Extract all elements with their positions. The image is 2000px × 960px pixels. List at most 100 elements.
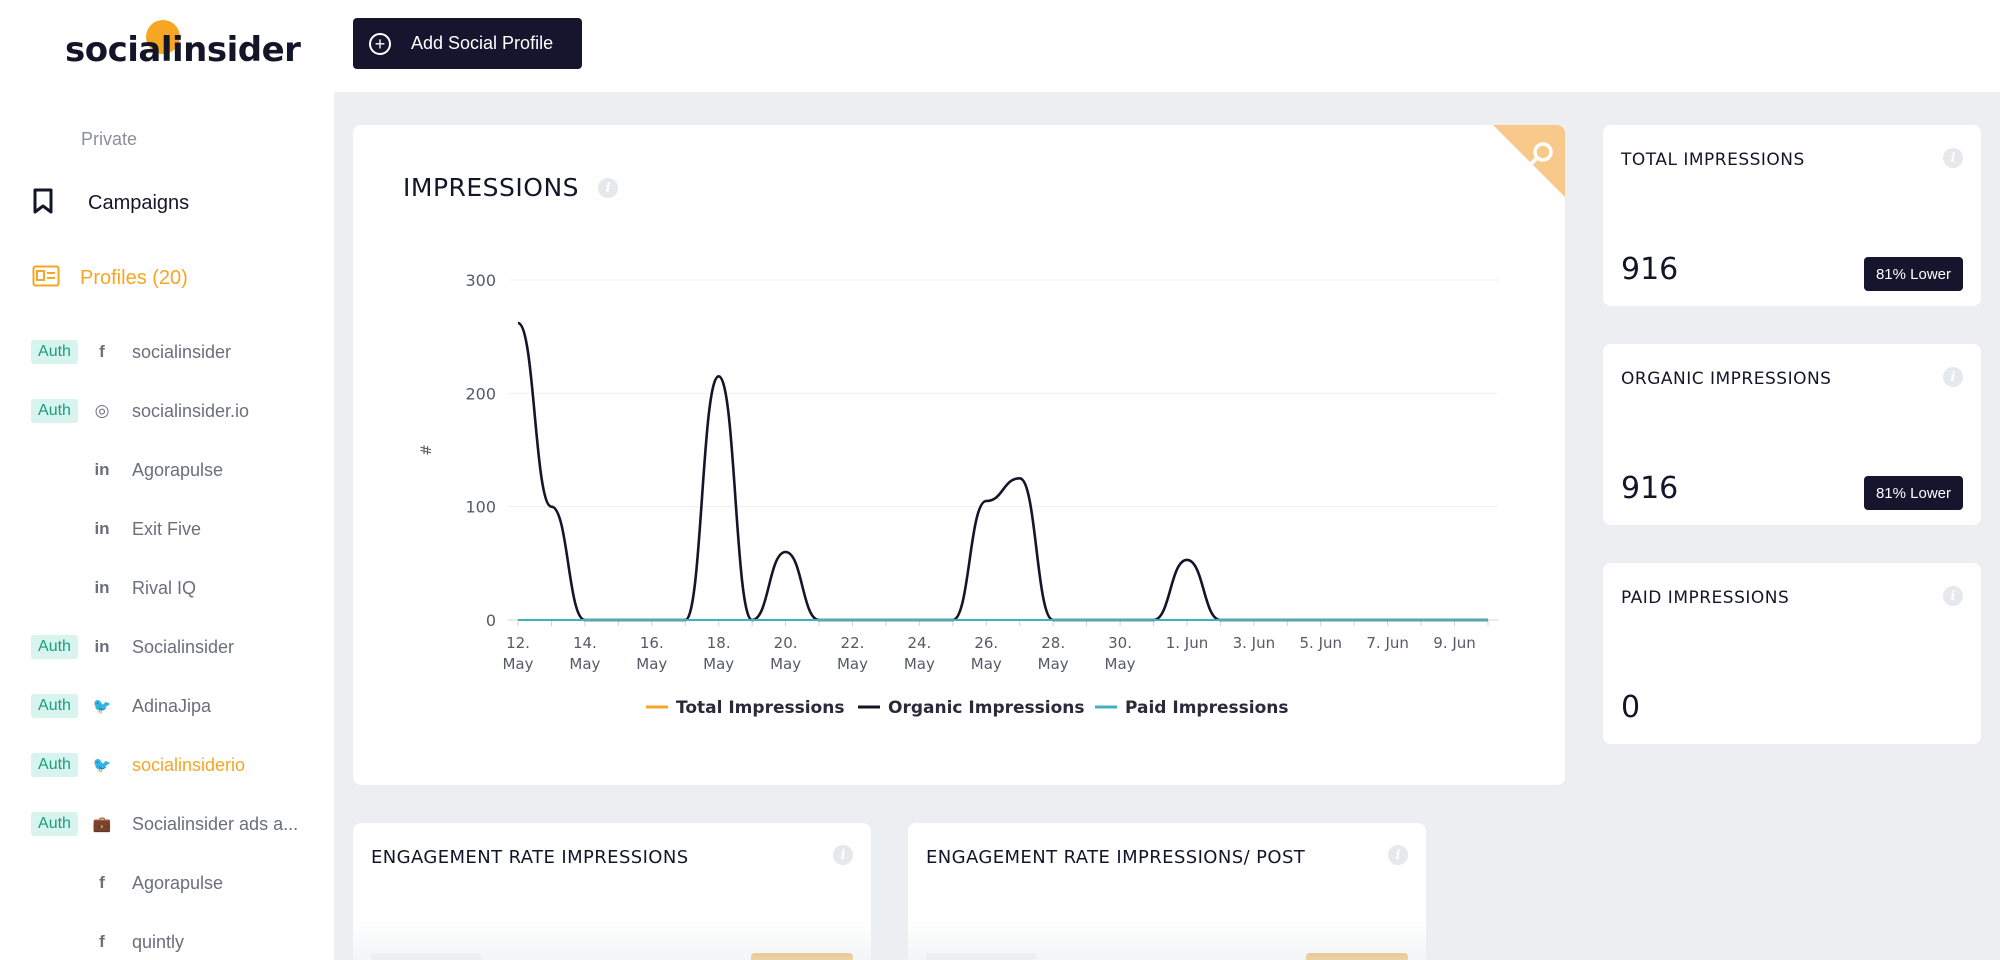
x-tick-label: 1. Jun	[1166, 634, 1209, 652]
engagement-rate-card: ENGAGEMENT RATE IMPRESSIONS i	[353, 823, 871, 960]
profile-item[interactable]: in Agorapulse	[31, 457, 321, 483]
x-tick-label: 26.	[974, 634, 998, 652]
linkedin-icon: in	[94, 460, 110, 479]
impressions-chart: 0 100 200 300 #12. May 14. May 16. May 18. May 20. Ma…	[419, 271, 1498, 718]
series-line-organic-impressions	[517, 321, 1488, 622]
comparison-badge: 81% Lower	[1863, 476, 1963, 510]
profile-name: Agorapulse	[132, 872, 224, 893]
info-icon[interactable]: i	[1388, 845, 1408, 865]
search-icon	[1529, 142, 1553, 166]
button-label: Add Social Profile	[411, 33, 554, 53]
x-tick-label: 18.	[707, 634, 731, 652]
profile-name: socialinsider.io	[132, 400, 250, 421]
add-social-profile-button[interactable]: + Add Social Profile	[353, 18, 582, 69]
legend-item[interactable]: Total Impressions	[646, 698, 844, 718]
zoom-corner-button[interactable]	[1493, 125, 1565, 197]
x-tick-label-month: May	[502, 655, 533, 673]
y-tick-label: 0	[486, 611, 496, 630]
info-icon[interactable]: i	[1943, 586, 1963, 606]
series-line-total-impressions	[517, 322, 1488, 622]
twitter-icon: 🐦	[92, 698, 112, 715]
comparison-badge: 81% Lower	[1863, 257, 1963, 291]
auth-badge: Auth	[31, 694, 78, 718]
x-tick-label: 5. Jun	[1299, 634, 1342, 652]
logo-text: socialinsider	[65, 30, 301, 70]
auth-spacer	[31, 930, 78, 954]
x-tick-label-month: May	[904, 655, 935, 673]
comparison-badge	[1306, 953, 1408, 960]
legend-label: Total Impressions	[676, 698, 844, 718]
x-tick-label: 30.	[1108, 634, 1132, 652]
sidebar-item-label: Campaigns	[88, 192, 190, 214]
stat-title: TOTAL IMPRESSIONS	[1621, 150, 1805, 170]
legend-item[interactable]: Organic Impressions	[858, 698, 1085, 718]
profile-name: Exit Five	[132, 518, 202, 539]
logo-dot	[146, 20, 180, 54]
chart-title: IMPRESSIONS	[403, 173, 580, 202]
info-icon[interactable]: i	[598, 178, 618, 198]
profile-item[interactable]: in Exit Five	[31, 516, 321, 542]
x-tick-label: 16.	[640, 634, 664, 652]
linkedin-icon: in	[94, 578, 110, 597]
paid-impressions-card: PAID IMPRESSIONS i 0	[1603, 563, 1981, 744]
twitter-icon: 🐦	[92, 757, 112, 774]
app-logo[interactable]: socialinsider	[65, 30, 301, 70]
comparison-badge	[751, 953, 853, 960]
y-tick-label: 100	[465, 498, 496, 517]
linkedin-icon: in	[94, 519, 110, 538]
engagement-rate-per-post-card: ENGAGEMENT RATE IMPRESSIONS/ POST i	[908, 823, 1426, 960]
x-tick-label: 3. Jun	[1233, 634, 1276, 652]
profile-item[interactable]: f quintly	[31, 929, 321, 955]
card-title: ENGAGEMENT RATE IMPRESSIONS/ POST	[926, 847, 1306, 868]
bookmark-icon	[32, 188, 54, 219]
profile-item[interactable]: Auth f socialinsider	[31, 339, 321, 365]
sidebar-item-profiles[interactable]: Profiles (20)	[32, 265, 188, 292]
x-tick-label: 28.	[1041, 634, 1065, 652]
profile-name: Socialinsider	[132, 636, 235, 657]
stat-value: 0	[1621, 690, 1641, 725]
info-icon[interactable]: i	[1943, 367, 1963, 387]
legend-item[interactable]: Paid Impressions	[1095, 698, 1288, 718]
plus-circle-icon: +	[369, 32, 391, 55]
profile-item[interactable]: Auth 🐦 AdinaJipa	[31, 693, 321, 719]
stat-value	[371, 953, 481, 960]
profile-item[interactable]: Auth ◎ socialinsider.io	[31, 398, 321, 424]
facebook-icon: f	[99, 932, 105, 951]
stat-value: 916	[1621, 252, 1679, 287]
x-tick-label-month: May	[703, 655, 734, 673]
auth-spacer	[31, 458, 78, 482]
sidebar: socialinsider Private Campaigns Profiles…	[0, 0, 334, 960]
profile-item[interactable]: f Agorapulse	[31, 870, 321, 896]
auth-spacer	[31, 576, 78, 600]
profile-name: quintly	[132, 931, 185, 952]
profile-item[interactable]: Auth 🐦 socialinsiderio	[31, 752, 321, 778]
sidebar-item-campaigns[interactable]: Campaigns	[32, 188, 189, 219]
impressions-chart-card: IMPRESSIONS i 0 100 200 300 #12. May 14. May 16.…	[353, 125, 1565, 785]
x-tick-label: 7. Jun	[1366, 634, 1409, 652]
private-section-label: Private	[81, 129, 138, 149]
y-tick-label: 200	[465, 384, 496, 403]
stat-value: 916	[1621, 471, 1679, 506]
profile-item[interactable]: Auth 💼 Socialinsider ads a...	[31, 811, 321, 837]
stat-title: PAID IMPRESSIONS	[1621, 588, 1790, 608]
profile-name: AdinaJipa	[132, 695, 212, 716]
auth-badge: Auth	[31, 753, 78, 777]
x-tick-label-month: May	[971, 655, 1002, 673]
y-tick-label: 300	[465, 271, 496, 290]
organic-impressions-card: ORGANIC IMPRESSIONS i 916 81% Lower	[1603, 344, 1981, 525]
x-tick-label-month: May	[770, 655, 801, 673]
info-icon[interactable]: i	[1943, 148, 1963, 168]
facebook-icon: f	[99, 873, 105, 892]
profile-item[interactable]: Auth in Socialinsider	[31, 634, 321, 660]
x-tick-label: 9. Jun	[1433, 634, 1476, 652]
info-icon[interactable]: i	[833, 845, 853, 865]
x-tick-label-month: May	[636, 655, 667, 673]
auth-spacer	[31, 871, 78, 895]
x-tick-label: 22.	[841, 634, 865, 652]
x-tick-label: 14.	[573, 634, 597, 652]
profile-item[interactable]: in Rival IQ	[31, 575, 321, 601]
auth-badge: Auth	[31, 812, 78, 836]
briefcase-icon: 💼	[92, 816, 112, 833]
auth-badge: Auth	[31, 340, 78, 364]
profile-name: socialinsider	[132, 341, 232, 362]
